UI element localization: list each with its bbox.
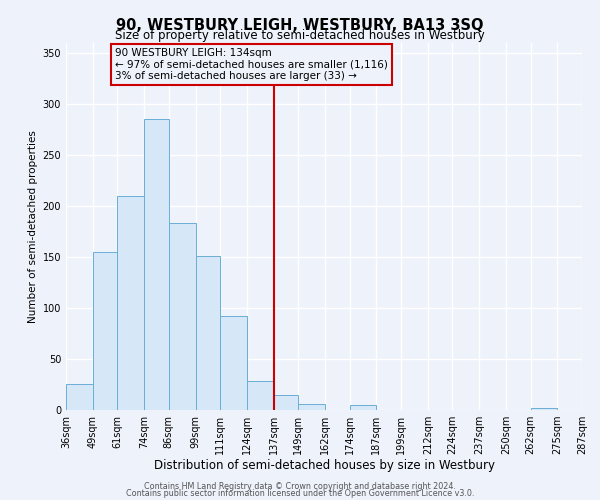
Text: Contains HM Land Registry data © Crown copyright and database right 2024.: Contains HM Land Registry data © Crown c… [144, 482, 456, 491]
Y-axis label: Number of semi-detached properties: Number of semi-detached properties [28, 130, 38, 322]
Text: Size of property relative to semi-detached houses in Westbury: Size of property relative to semi-detach… [115, 29, 485, 42]
Bar [66, 384, 93, 410]
Bar [247, 382, 274, 410]
Bar [220, 316, 247, 410]
Bar [118, 196, 144, 410]
Bar [93, 252, 118, 410]
Text: 90, WESTBURY LEIGH, WESTBURY, BA13 3SQ: 90, WESTBURY LEIGH, WESTBURY, BA13 3SQ [116, 18, 484, 32]
Bar [196, 256, 220, 410]
Bar [144, 119, 169, 410]
Bar [274, 394, 298, 410]
Text: Contains public sector information licensed under the Open Government Licence v3: Contains public sector information licen… [126, 489, 474, 498]
X-axis label: Distribution of semi-detached houses by size in Westbury: Distribution of semi-detached houses by … [154, 458, 494, 471]
Bar [169, 223, 196, 410]
Bar [350, 405, 376, 410]
Text: 90 WESTBURY LEIGH: 134sqm
← 97% of semi-detached houses are smaller (1,116)
3% o: 90 WESTBURY LEIGH: 134sqm ← 97% of semi-… [115, 48, 388, 81]
Bar [298, 404, 325, 410]
Bar [530, 408, 557, 410]
